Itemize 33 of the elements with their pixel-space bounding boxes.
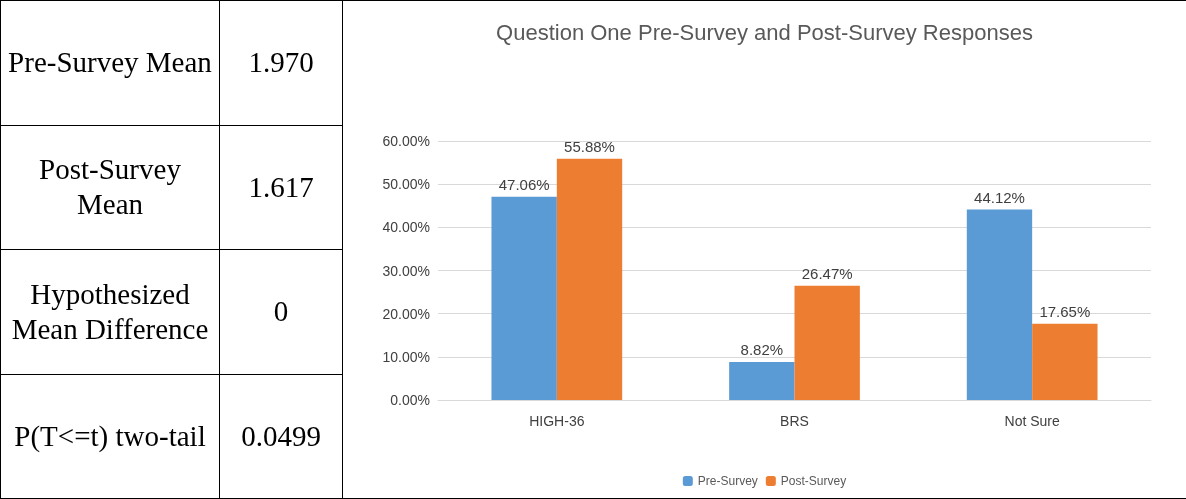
y-tick-label: 0.00% — [390, 392, 430, 408]
y-tick-label: 60.00% — [382, 133, 430, 149]
data-label: 55.88% — [564, 137, 615, 155]
bar — [491, 196, 557, 400]
y-tick-label: 40.00% — [382, 219, 430, 236]
chart-title: Question One Pre-Survey and Post-Survey Responses — [496, 19, 1033, 45]
x-tick-label: Not Sure — [1004, 413, 1060, 429]
data-label: 8.82% — [740, 340, 784, 358]
y-tick-label: 30.00% — [382, 262, 430, 279]
text: Hypothesized Mean Difference — [0, 249, 220, 374]
legend-label: Post-Survey — [780, 474, 847, 488]
bar — [1032, 323, 1098, 400]
text: 1.617 — [219, 125, 343, 250]
text: 0 — [219, 249, 343, 374]
x-tick-label: BRS — [780, 413, 809, 429]
y-tick-label: 50.00% — [382, 176, 430, 193]
y-tick-label: 10.00% — [382, 348, 430, 365]
data-label: 17.65% — [1039, 302, 1091, 320]
data-label: 47.06% — [498, 175, 550, 193]
y-tick-label: 20.00% — [382, 305, 430, 322]
data-label: 44.12% — [974, 188, 1025, 206]
bar — [556, 158, 623, 400]
text: Pre-Survey Mean — [0, 0, 220, 125]
text: Post-Survey Mean — [0, 125, 220, 250]
bar — [729, 361, 795, 400]
bar — [794, 285, 860, 400]
data-label: 26.47% — [801, 264, 853, 282]
text: 1.970 — [219, 0, 343, 125]
bar — [966, 209, 1033, 400]
text: 0.0499 — [219, 374, 343, 499]
text: P(T<=t) two-tail — [0, 374, 220, 499]
legend-label: Pre-Survey — [697, 474, 758, 488]
x-tick-label: HIGH-36 — [529, 413, 585, 429]
